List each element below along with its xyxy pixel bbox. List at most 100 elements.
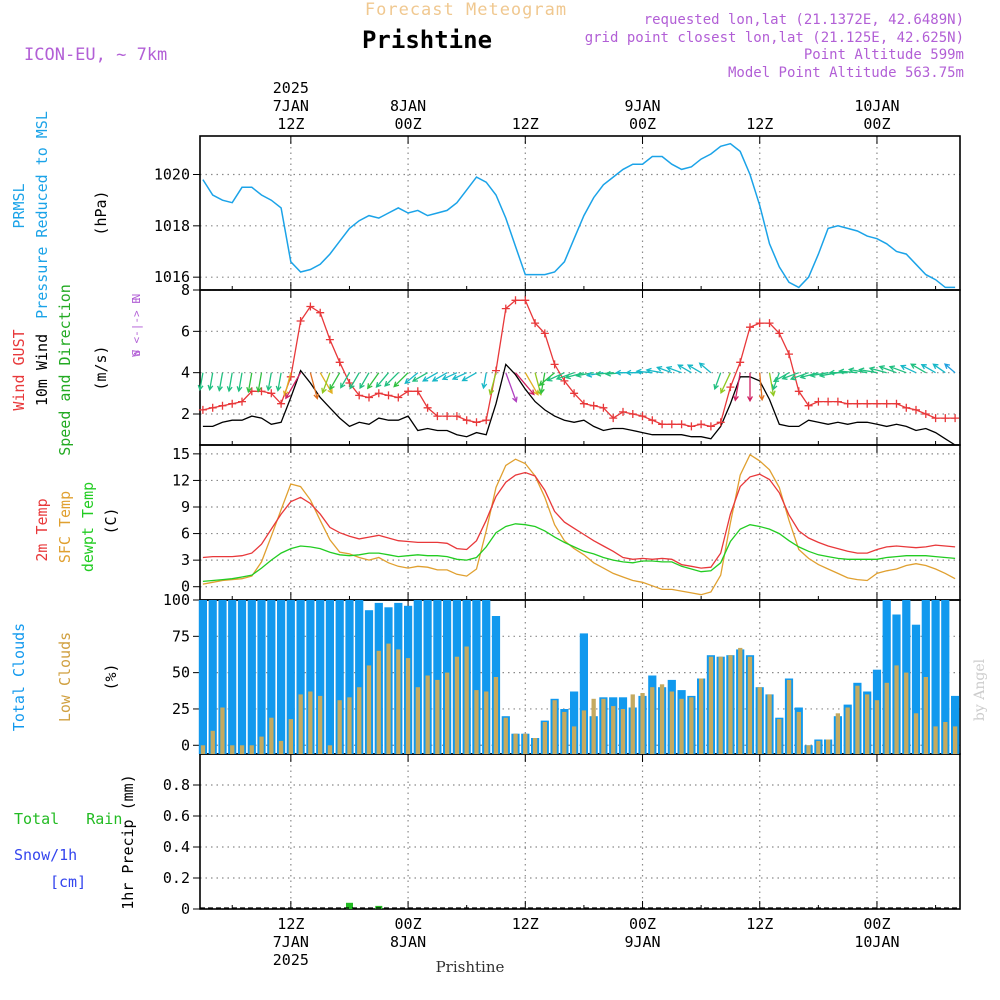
total-cloud-bar <box>286 600 295 754</box>
prmsl-label: PRMSL <box>10 183 28 228</box>
total-cloud-bar <box>355 600 364 754</box>
total-cloud-bar <box>228 600 237 754</box>
low-cloud-bar <box>366 665 372 754</box>
low-cloud-bar <box>572 726 577 754</box>
gust-marker <box>452 412 461 421</box>
wind-direction-arrow <box>555 372 575 381</box>
low-cloud-bar <box>415 687 420 754</box>
low-cloud-bar <box>777 719 782 754</box>
total-cloud-bar <box>570 691 579 754</box>
low-cloud-bar <box>913 713 919 754</box>
gust-marker <box>697 420 706 429</box>
wind-direction-arrow <box>217 372 224 392</box>
total-cloud-bar <box>931 600 940 754</box>
wind-direction-arrow <box>340 372 351 389</box>
total-cloud-bar <box>433 600 442 754</box>
wind-direction-arrow <box>932 363 946 374</box>
gust-marker <box>306 302 315 311</box>
bottom-time-label: 12Z <box>512 915 539 933</box>
wind-direction-arrow <box>538 372 556 387</box>
low-cloud-bar <box>474 690 479 754</box>
low-cloud-bar <box>435 679 440 754</box>
wind-direction-arrow <box>359 372 370 390</box>
wind-direction-arrow <box>878 365 897 374</box>
low-cloud-bar <box>659 684 665 754</box>
gust-marker <box>931 414 940 423</box>
gust-marker <box>335 358 344 367</box>
total-cloud-bar <box>247 600 256 754</box>
wind-direction-arrow <box>809 372 829 378</box>
y-tick-label: 50 <box>172 664 190 682</box>
wind-direction-arrow <box>595 370 614 377</box>
low-cloud-bar <box>669 691 674 754</box>
wind-direction-arrow <box>282 372 292 397</box>
y-tick-label: 15 <box>172 445 190 463</box>
wind-direction-arrow <box>858 367 878 374</box>
gust-marker <box>921 410 930 418</box>
y-tick-label: 4 <box>181 364 190 382</box>
wind-direction-arrow <box>799 372 819 380</box>
wind-direction-arrow <box>772 372 790 382</box>
y-tick-label: 8 <box>181 281 190 299</box>
wind-direction-arrow <box>329 372 341 391</box>
temp-unit-label: (C) <box>102 507 120 534</box>
gust-marker <box>658 420 667 429</box>
low-clouds-label: Low Clouds <box>56 632 74 722</box>
dewpt-line <box>202 523 956 583</box>
y-tick-label: 1018 <box>154 217 190 235</box>
top-time-label: 00Z <box>395 115 422 133</box>
y-tick-label: 0.6 <box>163 807 190 825</box>
gust-marker <box>794 387 803 396</box>
gust-line <box>202 299 956 428</box>
gust-marker <box>804 401 813 410</box>
gust-marker <box>882 399 891 408</box>
top-time-label: 9JAN <box>624 97 660 115</box>
total-cloud-bar <box>579 633 588 754</box>
low-cloud-bar <box>679 698 684 754</box>
y-tick-label: 0.4 <box>163 838 190 856</box>
y-tick-label: 2 <box>181 405 190 423</box>
low-cloud-bar <box>357 687 362 754</box>
wind-direction-arrow <box>713 372 722 391</box>
gust-marker <box>853 399 862 408</box>
low-cloud-bar <box>855 685 860 754</box>
gust-marker <box>228 399 237 408</box>
total-cloud-bar <box>325 600 334 754</box>
low-cloud-bar <box>933 726 938 754</box>
wind-direction-arrow <box>910 363 927 374</box>
pressure-line <box>202 142 956 289</box>
wind-direction-arrow <box>837 368 858 375</box>
gust-marker <box>277 399 286 408</box>
wind-direction-arrow <box>686 364 702 374</box>
pressure-unit-label: (hPa) <box>92 190 110 235</box>
sfc-temp-line <box>202 453 956 596</box>
wind-direction-arrow <box>665 365 682 374</box>
gust-marker <box>218 401 227 410</box>
wind-unit-label: (m/s) <box>92 345 110 390</box>
low-cloud-bar <box>894 665 899 754</box>
y-tick-label: 3 <box>181 551 190 569</box>
compass-north: N <box>130 294 143 301</box>
gust-marker <box>531 319 540 328</box>
low-cloud-bar <box>318 695 323 754</box>
total-cloud-bar <box>413 600 422 754</box>
gust-marker <box>570 389 579 398</box>
low-cloud-bar <box>757 687 762 754</box>
gust-marker <box>843 399 852 408</box>
wind-direction-arrow <box>488 372 497 396</box>
wind-direction-arrow <box>265 372 272 392</box>
gust-marker <box>374 389 383 398</box>
wind-direction-arrow <box>789 372 809 381</box>
wind-direction-arrow <box>656 365 673 374</box>
bottom-time-label: 8JAN <box>390 933 426 951</box>
gust-marker <box>267 389 276 398</box>
wind-direction-arrow <box>645 367 663 374</box>
wind-direction-arrow <box>309 372 320 400</box>
wind-direction-arrow <box>275 372 282 392</box>
low-cloud-bar <box>269 717 274 754</box>
low-cloud-bar <box>532 738 538 754</box>
y-tick-label: 25 <box>172 700 190 718</box>
pressure-desc-label: Pressure Reduced to MSL <box>33 111 51 319</box>
low-cloud-bar <box>611 706 616 754</box>
top-time-label: 7JAN <box>273 97 309 115</box>
